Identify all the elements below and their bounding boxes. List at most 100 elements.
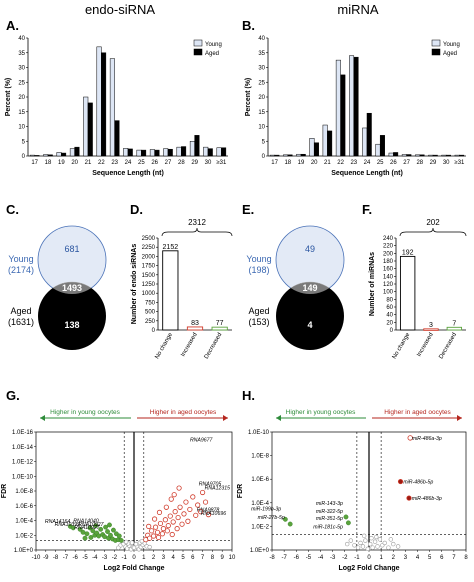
y-tick-label: 1.0E-8 <box>251 454 269 460</box>
x-tick-label: ≥31 <box>454 160 465 166</box>
point-higher-aged <box>163 504 169 510</box>
bar-young <box>415 154 421 157</box>
x-tick-label: -3 <box>102 555 108 561</box>
x-tick-label: 6 <box>191 555 195 561</box>
panel-letter-h: H. <box>242 388 255 403</box>
y-tick-label: 0 <box>390 328 394 334</box>
point-unchanged <box>374 534 379 540</box>
bar-value-label: 2152 <box>163 244 179 251</box>
point-higher-aged <box>193 512 199 518</box>
point-higher-aged <box>168 496 174 502</box>
venn-young-total: (2174) <box>8 265 34 275</box>
total-bracket <box>399 227 467 237</box>
bar-aged <box>127 148 133 157</box>
y-tick-label: 240 <box>383 236 394 242</box>
bar-aged <box>287 154 293 157</box>
x-tick-label: 19 <box>298 160 305 166</box>
x-tick-label: 0 <box>367 555 371 561</box>
point-higher-young <box>98 526 104 532</box>
bar-value-label: 7 <box>452 320 456 327</box>
bar-value-label: 3 <box>429 322 433 329</box>
y-tick-label: 0 <box>262 154 266 160</box>
bar-young <box>309 138 315 157</box>
point-higher-aged <box>185 518 191 524</box>
y-axis-label: Number of miRNAs <box>369 252 376 316</box>
point-unchanged <box>370 545 375 550</box>
x-tick-label: -2 <box>112 555 118 561</box>
bar-young <box>189 141 195 157</box>
y-tick-label: 25 <box>258 80 265 86</box>
gene-label: RNA9677 <box>190 437 214 443</box>
bar-value-label: 83 <box>191 320 199 327</box>
point-higher-aged <box>190 494 196 500</box>
bar-young <box>283 154 289 157</box>
gene-label: miR-322-5p <box>316 509 343 515</box>
venn-aged-circle <box>276 282 344 350</box>
bar-young <box>56 152 62 157</box>
bar-young <box>428 154 434 157</box>
x-tick-label: -8 <box>269 555 275 561</box>
bar-aged <box>181 146 187 157</box>
point-higher-aged <box>171 492 177 498</box>
x-tick-label: 7 <box>452 555 456 561</box>
point-higher-young <box>103 524 108 530</box>
bar-aged <box>327 130 333 157</box>
gene-label: RNA10696 <box>201 511 226 517</box>
y-tick-label: 120 <box>383 282 394 288</box>
chart-h: Higher in young oocytes Higher in aged oo… <box>237 409 468 572</box>
point-higher-young <box>84 531 90 537</box>
chart-b: 0 5 10 15 20 25 30 35 40 17 18 19 20 21 22 23 24 25 26 27 28… <box>245 36 466 177</box>
point-unchanged <box>129 540 135 545</box>
x-tick-label: 27 <box>403 160 410 166</box>
bar-young <box>335 59 341 157</box>
bar-value-label: 77 <box>216 320 224 327</box>
bar-aged <box>47 154 53 157</box>
bar-young <box>43 154 49 157</box>
y-tick-label: 1.0E-4 <box>251 501 269 507</box>
bar-decreased <box>446 326 463 331</box>
venn-only-aged-count: 4 <box>307 320 312 330</box>
point-higher-aged <box>200 489 206 496</box>
gene-label: RNA10927 <box>78 522 104 528</box>
y-axis-label: FDR <box>237 484 244 498</box>
panel-letter-e: E. <box>242 202 254 217</box>
panel-letter-g: G. <box>6 388 20 403</box>
gene-label: miR-199b-3p <box>251 507 281 513</box>
total-label: 202 <box>426 218 440 227</box>
x-tick-label: -1 <box>354 555 360 561</box>
bar-no-change <box>162 250 179 331</box>
x-tick-label: 7 <box>201 555 205 561</box>
bar-young <box>349 55 355 157</box>
bar-aged <box>340 74 346 157</box>
young-direction-label: Higher in young oocytes <box>50 409 120 416</box>
panel-letter-b: B. <box>242 18 255 33</box>
y-tick-label: 20 <box>258 95 265 101</box>
x-tick-label: 25 <box>377 160 384 166</box>
x-tick-label: 0 <box>132 555 136 561</box>
x-tick-label: Increased <box>416 332 434 358</box>
y-tick-label: 15 <box>258 110 265 116</box>
point-higher-aged <box>155 534 162 541</box>
y-tick-label: 1750 <box>142 264 156 270</box>
x-tick-label: 29 <box>191 160 198 166</box>
point-higher-young <box>287 521 293 527</box>
bar-aged <box>101 52 107 157</box>
x-tick-label: Increased <box>180 332 198 358</box>
y-tick-label: 30 <box>18 66 25 72</box>
x-tick-label: -4 <box>318 555 324 561</box>
venn-only-young-count: 49 <box>305 244 315 254</box>
point-unchanged <box>348 538 354 543</box>
panel-letter-f: F. <box>362 202 372 217</box>
legend-label-young: Young <box>205 42 222 48</box>
point-higher-aged <box>175 514 181 521</box>
bar-young <box>441 154 447 157</box>
x-tick-label: -9 <box>43 555 49 561</box>
point-unchanged <box>372 539 378 544</box>
x-tick-label: Decreased <box>438 332 458 360</box>
bar-young <box>96 46 102 157</box>
bar-young <box>163 148 169 157</box>
bar-aged <box>221 147 227 157</box>
point-higher-aged-open <box>407 435 413 441</box>
x-tick-label: No change <box>154 331 174 360</box>
bar-young <box>269 154 275 157</box>
